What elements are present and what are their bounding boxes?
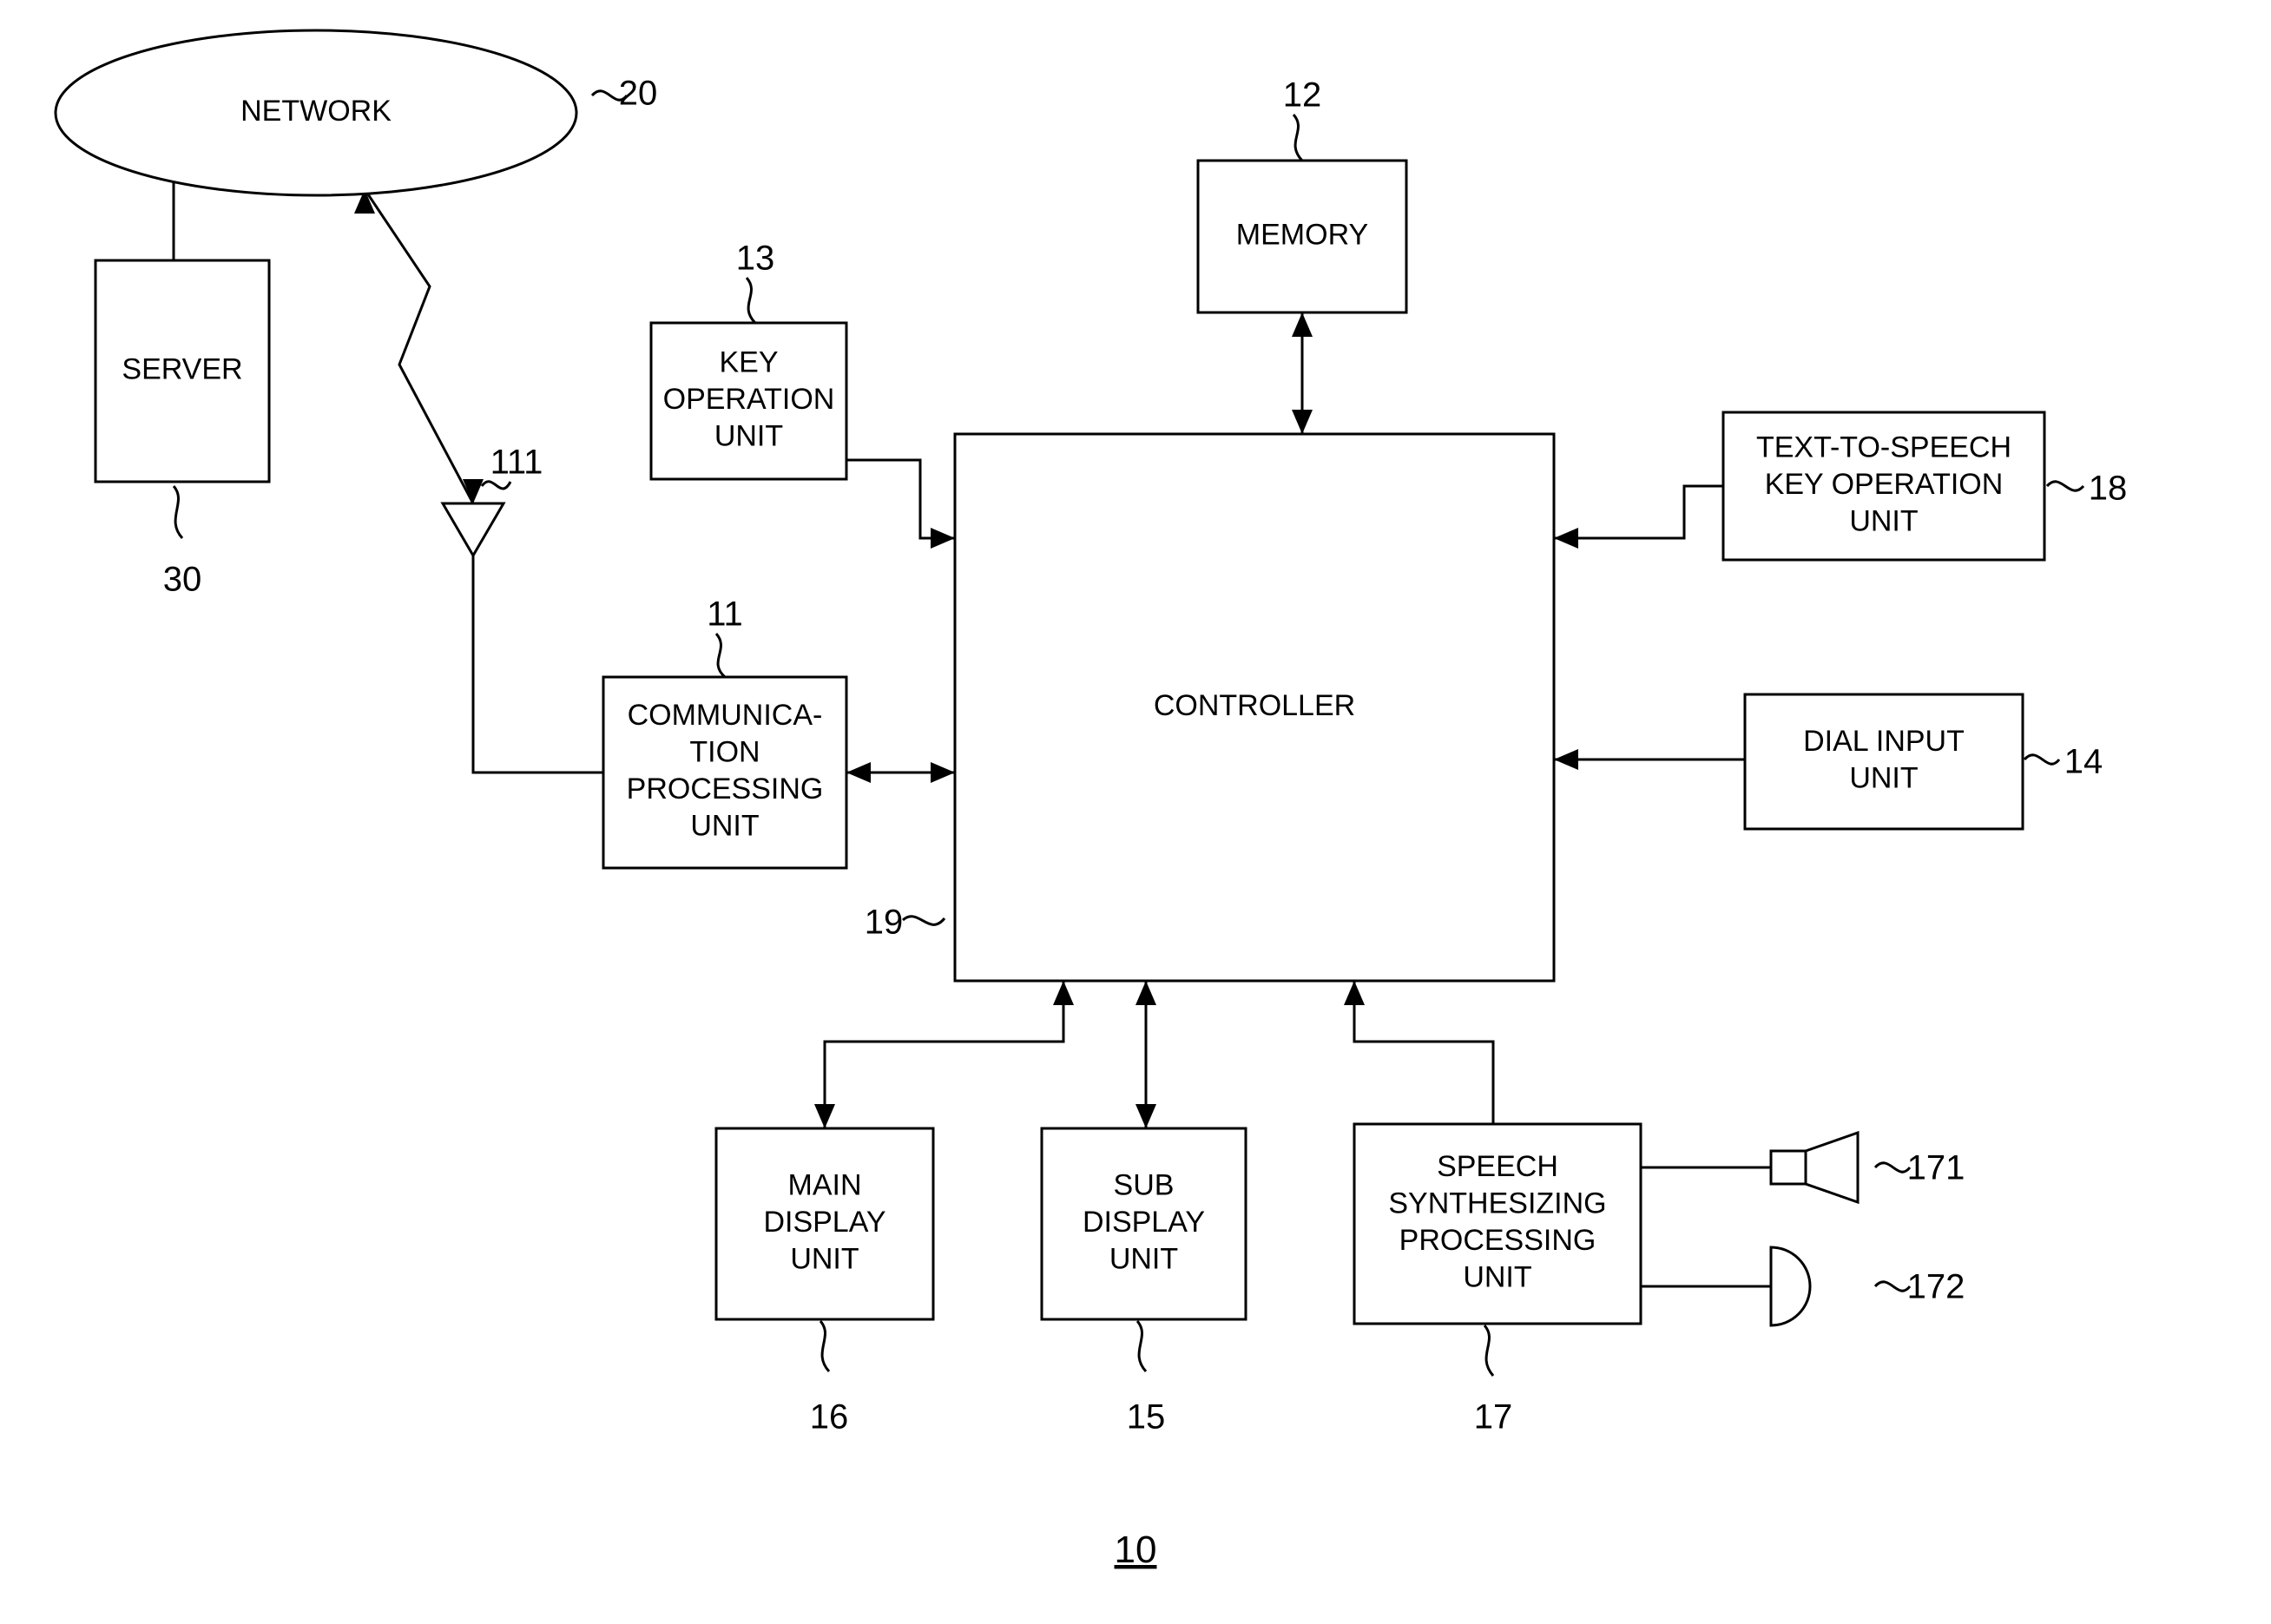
label-subdisp-2: UNIT (1109, 1242, 1178, 1275)
squiggle-controller (903, 917, 945, 925)
label-keyop-2: UNIT (714, 419, 783, 452)
label-subdisp-0: SUB (1114, 1168, 1175, 1201)
node-controller: CONTROLLER (955, 434, 1554, 981)
node-server: SERVER (95, 260, 269, 482)
ref-subdisp: 15 (1127, 1398, 1166, 1437)
squiggle-tts (2047, 482, 2083, 490)
squiggle-keyop (747, 278, 755, 323)
squiggle-mic (1875, 1282, 1910, 1291)
label-dial-1: UNIT (1849, 762, 1918, 795)
label-speech-3: UNIT (1463, 1261, 1531, 1294)
squiggle-maindisp (820, 1321, 829, 1371)
label-speech-2: PROCESSING (1399, 1224, 1596, 1257)
squiggle-dial (2024, 755, 2059, 764)
label-network-0: NETWORK (240, 95, 392, 128)
ref-tts: 18 (2089, 470, 2128, 508)
label-controller-0: CONTROLLER (1154, 689, 1355, 722)
ref-maindisp: 16 (810, 1398, 849, 1437)
node-speech: SPEECH SYNTHESIZING PROCESSING UNIT (1354, 1124, 1641, 1324)
ref-keyop: 13 (736, 240, 775, 278)
node-network: NETWORK (56, 30, 576, 195)
ref-speaker: 171 (1907, 1149, 1965, 1187)
ref-mic: 172 (1907, 1268, 1965, 1306)
label-comm-1: TION (689, 736, 760, 769)
label-speech-1: SYNTHESIZING (1388, 1187, 1606, 1220)
ref-controller: 19 (865, 904, 904, 942)
squiggle-server (174, 486, 182, 538)
label-maindisp-0: MAIN (788, 1168, 862, 1201)
node-memory: MEMORY (1198, 161, 1406, 312)
label-subdisp-1: DISPLAY (1083, 1206, 1205, 1239)
squiggle-speech (1484, 1325, 1493, 1376)
ref-speech: 17 (1474, 1398, 1513, 1437)
label-keyop-1: OPERATION (663, 383, 835, 416)
ref-antenna: 111 (490, 444, 543, 482)
node-tts: TEXT-TO-SPEECH KEY OPERATIONUNIT (1723, 412, 2044, 560)
squiggle-antenna (482, 482, 510, 489)
ref-server: 30 (163, 561, 202, 599)
ref-comm: 11 (707, 595, 743, 634)
label-memory-0: MEMORY (1236, 218, 1368, 251)
node-maindisp: MAIN DISPLAYUNIT (716, 1128, 933, 1319)
squiggle-subdisp (1137, 1321, 1146, 1371)
label-comm-3: UNIT (690, 810, 759, 843)
label-comm-0: COMMUNICA- (628, 699, 823, 732)
label-tts-2: UNIT (1849, 504, 1918, 537)
label-server-0: SERVER (122, 352, 242, 385)
figure-ref: 10 (1115, 1529, 1157, 1571)
node-comm: COMMUNICA- TION PROCESSING UNIT (603, 677, 846, 868)
label-keyop-0: KEY (719, 345, 778, 378)
ref-dial: 14 (2064, 743, 2103, 781)
label-maindisp-1: DISPLAY (763, 1206, 885, 1239)
squiggle-comm (716, 634, 725, 677)
node-dial: DIAL INPUT UNIT (1745, 694, 2023, 829)
node-keyop: KEY OPERATIONUNIT (651, 323, 846, 479)
node-subdisp: SUB DISPLAYUNIT (1042, 1128, 1246, 1319)
label-maindisp-2: UNIT (790, 1242, 859, 1275)
label-comm-2: PROCESSING (627, 773, 824, 805)
ref-network: 20 (619, 75, 658, 113)
squiggle-speaker (1875, 1163, 1910, 1172)
label-dial-0: DIAL INPUT (1803, 725, 1965, 758)
squiggle-memory (1293, 115, 1302, 161)
ref-memory: 12 (1283, 76, 1322, 115)
label-tts-0: TEXT-TO-SPEECH (1756, 431, 2011, 464)
label-speech-0: SPEECH (1437, 1150, 1558, 1183)
label-tts-1: KEY OPERATION (1765, 468, 2004, 501)
